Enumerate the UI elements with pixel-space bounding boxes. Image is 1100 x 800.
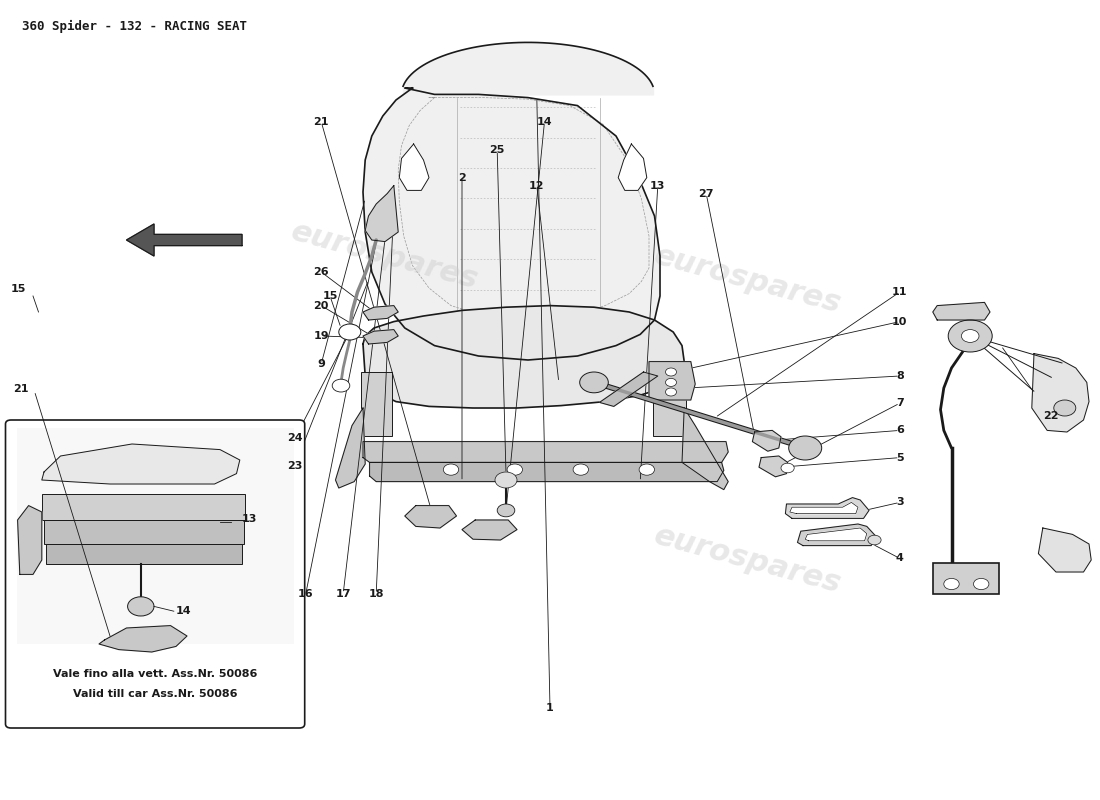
Polygon shape	[399, 144, 429, 190]
Polygon shape	[759, 456, 788, 477]
Circle shape	[868, 535, 881, 545]
Text: 17: 17	[336, 589, 351, 598]
Circle shape	[443, 464, 459, 475]
Polygon shape	[18, 506, 42, 574]
Polygon shape	[752, 430, 781, 451]
Text: 26: 26	[314, 267, 329, 277]
Text: 15: 15	[322, 291, 338, 301]
Bar	[46, 544, 242, 564]
Circle shape	[339, 324, 361, 340]
Circle shape	[128, 597, 154, 616]
Polygon shape	[363, 442, 728, 462]
Text: eurospares: eurospares	[651, 241, 845, 319]
Text: Valid till car Ass.Nr. 50086: Valid till car Ass.Nr. 50086	[73, 689, 238, 698]
Polygon shape	[933, 302, 990, 320]
Circle shape	[332, 379, 350, 392]
Text: 23: 23	[287, 461, 303, 470]
Polygon shape	[365, 186, 398, 242]
Text: 10: 10	[892, 317, 907, 326]
Text: 19: 19	[314, 331, 329, 341]
Text: 21: 21	[314, 117, 329, 126]
Text: 1: 1	[546, 703, 554, 713]
Text: eurospares: eurospares	[288, 217, 482, 295]
Polygon shape	[649, 362, 695, 400]
Circle shape	[573, 464, 588, 475]
Bar	[16, 428, 294, 644]
Text: 20: 20	[314, 301, 329, 310]
Circle shape	[789, 436, 822, 460]
Text: 27: 27	[698, 189, 714, 198]
Circle shape	[944, 578, 959, 590]
Text: 22: 22	[1043, 411, 1058, 421]
Polygon shape	[405, 506, 456, 528]
Polygon shape	[363, 330, 398, 344]
Text: 25: 25	[490, 146, 505, 155]
Polygon shape	[126, 224, 242, 256]
Bar	[44, 520, 244, 544]
Bar	[361, 372, 392, 436]
Text: 14: 14	[176, 606, 191, 616]
Text: 5: 5	[896, 453, 903, 462]
Polygon shape	[336, 408, 365, 488]
Text: 4: 4	[895, 554, 904, 563]
Polygon shape	[363, 88, 660, 360]
Text: 14: 14	[537, 117, 552, 126]
Circle shape	[948, 320, 992, 352]
Text: 7: 7	[895, 398, 904, 408]
Polygon shape	[1032, 354, 1089, 432]
Circle shape	[781, 463, 794, 473]
Circle shape	[974, 578, 989, 590]
Text: 11: 11	[892, 287, 907, 297]
Bar	[653, 372, 686, 436]
Bar	[933, 563, 999, 594]
Text: 16: 16	[298, 589, 314, 598]
Polygon shape	[618, 144, 647, 190]
Polygon shape	[682, 408, 728, 490]
Polygon shape	[42, 444, 240, 484]
Text: 2: 2	[458, 173, 466, 182]
Polygon shape	[798, 524, 876, 546]
Text: eurospares: eurospares	[651, 521, 845, 599]
Circle shape	[666, 368, 676, 376]
Circle shape	[495, 472, 517, 488]
Circle shape	[497, 504, 515, 517]
Circle shape	[961, 330, 979, 342]
Text: 18: 18	[368, 589, 384, 598]
Text: 15: 15	[11, 284, 26, 294]
Bar	[42, 494, 245, 520]
Polygon shape	[805, 528, 867, 541]
Text: 3: 3	[896, 498, 903, 507]
Polygon shape	[1038, 528, 1091, 572]
Polygon shape	[370, 462, 724, 482]
Text: 9: 9	[317, 359, 326, 369]
Polygon shape	[363, 306, 684, 408]
FancyBboxPatch shape	[6, 420, 305, 728]
Circle shape	[507, 464, 522, 475]
Text: 13: 13	[650, 181, 666, 190]
Text: 6: 6	[895, 426, 904, 435]
Text: 13: 13	[242, 514, 257, 524]
Circle shape	[1054, 400, 1076, 416]
Polygon shape	[462, 520, 517, 540]
Circle shape	[666, 388, 676, 396]
Polygon shape	[600, 372, 658, 406]
Circle shape	[666, 378, 676, 386]
Circle shape	[580, 372, 608, 393]
Text: 8: 8	[895, 371, 904, 381]
Text: 12: 12	[529, 181, 544, 190]
Polygon shape	[363, 306, 398, 320]
Text: 24: 24	[287, 434, 303, 443]
Polygon shape	[790, 502, 858, 514]
Text: 360 Spider - 132 - RACING SEAT: 360 Spider - 132 - RACING SEAT	[22, 20, 248, 33]
Circle shape	[639, 464, 654, 475]
Polygon shape	[785, 498, 869, 518]
Text: 21: 21	[13, 384, 29, 394]
Polygon shape	[99, 626, 187, 652]
Text: Vale fino alla vett. Ass.Nr. 50086: Vale fino alla vett. Ass.Nr. 50086	[53, 670, 257, 679]
